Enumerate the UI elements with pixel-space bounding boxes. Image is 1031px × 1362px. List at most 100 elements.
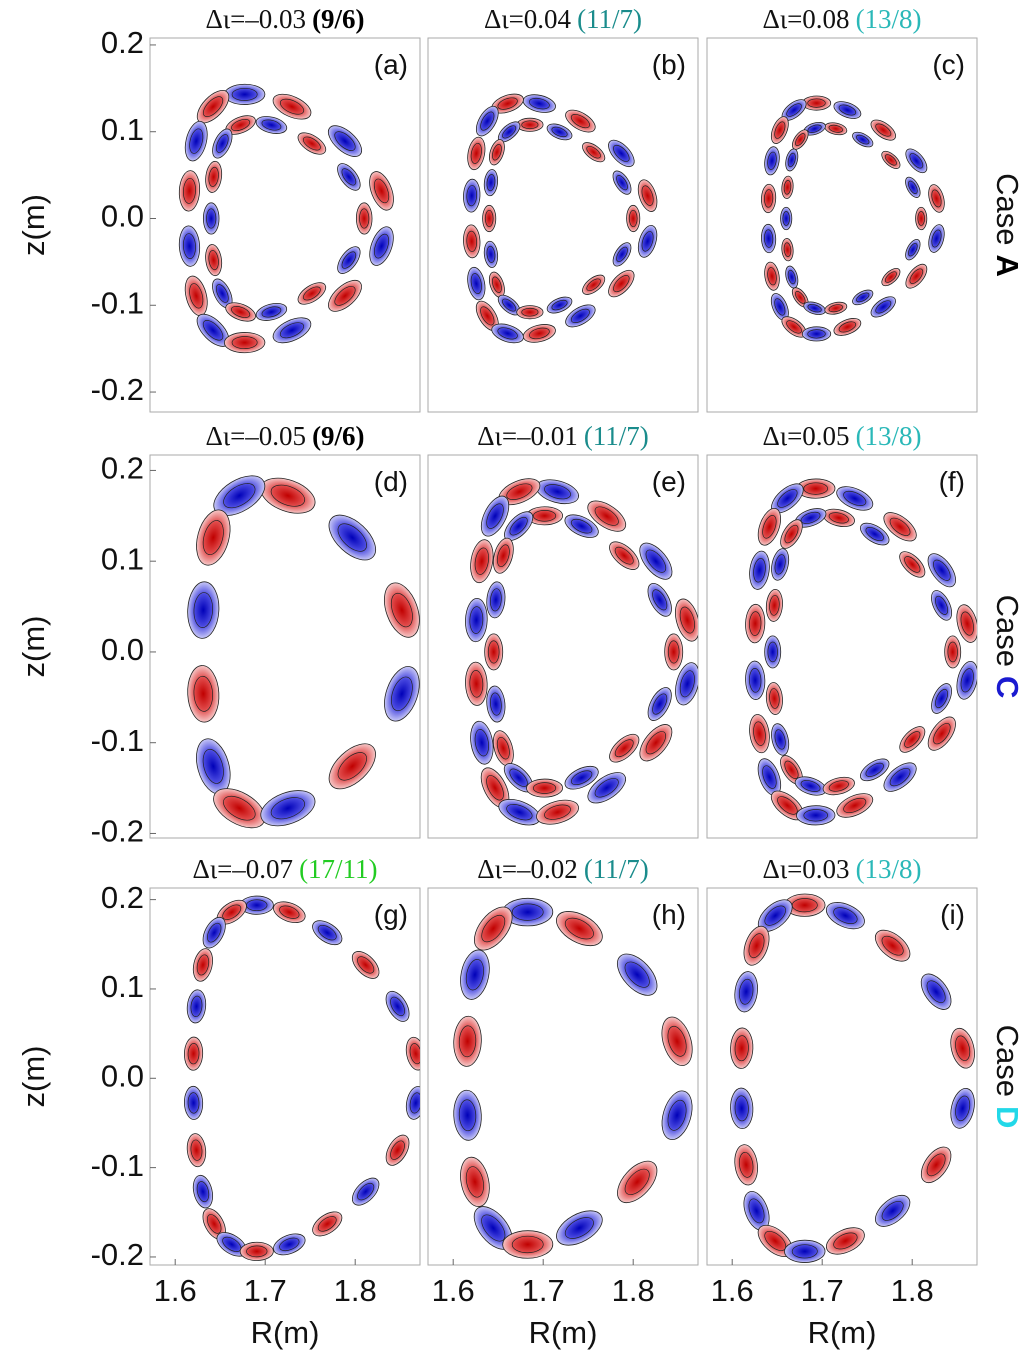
mode-lobe-contour	[551, 126, 568, 138]
panel: Δι=–0.02 (11/7)(h) 1.6 1.7 1.8 R(m)	[427, 854, 699, 1350]
mode-lobe-contour	[908, 242, 918, 257]
mode-lobe-contour	[502, 298, 517, 312]
mode-lobe	[205, 244, 223, 277]
mode-lobe-contour	[784, 524, 799, 544]
mode-lobe	[564, 514, 599, 538]
mode-lobe-contour	[334, 131, 356, 151]
mode-lobe-contour	[795, 291, 806, 304]
mode-lobe	[272, 317, 312, 344]
mode-lobe-contour	[904, 731, 921, 748]
mode-lobe	[852, 289, 874, 306]
mode-lobe	[833, 318, 862, 336]
mode-lobe	[178, 170, 201, 212]
case-letter: D	[990, 1106, 1025, 1128]
mode-lobe-contour	[270, 484, 306, 507]
mode-lobe	[883, 762, 917, 792]
mode-lobe	[486, 581, 506, 619]
mode-lobe-contour	[470, 142, 482, 164]
mode-lobe-contour	[786, 103, 802, 117]
mode-lobe-contour	[769, 595, 780, 616]
mode-lobe-contour	[782, 211, 790, 226]
mode-lobe-contour	[261, 119, 282, 131]
mode-lobe	[239, 1241, 274, 1261]
mode-lobe-contour	[803, 809, 829, 822]
mode-lobe	[784, 1239, 826, 1263]
mode-lobe-contour	[486, 245, 496, 263]
mode-lobe-contour	[474, 729, 489, 757]
y-tick-label: -0.1	[91, 285, 144, 320]
y-tick-label: -0.1	[91, 723, 144, 758]
mode-lobe-contour	[215, 284, 229, 303]
panel-label: (h)	[652, 899, 686, 930]
mode-lobe-contour	[889, 767, 911, 787]
mode-lobe-contour	[529, 97, 550, 110]
mode-lobe-contour	[509, 516, 528, 536]
mode-lobe	[463, 224, 481, 259]
mode-text: (13/8)	[856, 421, 922, 451]
mode-lobe-contour	[865, 762, 884, 777]
mode-lobe	[899, 726, 926, 753]
mode-lobe-contour	[337, 523, 367, 552]
mode-lobe	[905, 263, 928, 289]
panel-title: Δι=–0.03 (9/6)	[205, 4, 364, 34]
panel-frame	[706, 37, 978, 413]
mode-lobe-contour	[763, 189, 774, 208]
panel: Δι=–0.03 (9/6) (a) 0.2 0.1 0.0 -0.1 -0.2 z(m)	[16, 4, 421, 413]
panel: Δι=0.03 (13/8) (i) 1.6 1.7 1.8 R(m)	[706, 854, 978, 1350]
field	[178, 83, 394, 354]
mode-lobe	[927, 716, 956, 751]
mode-lobe-contour	[767, 641, 778, 663]
y-tick-label: 0.2	[101, 880, 144, 915]
mode-lobe-contour	[190, 995, 203, 1017]
mode-lobe-contour	[738, 978, 754, 1005]
panel-title: Δι=–0.01 (11/7)	[477, 421, 649, 451]
x-tick-label: 1.6	[711, 1273, 754, 1308]
mode-lobe	[480, 495, 510, 537]
mode-lobe-contour	[767, 151, 777, 170]
mode-lobe	[881, 150, 901, 169]
x-tick-label: 1.6	[154, 1273, 197, 1308]
mode-lobe	[483, 240, 499, 268]
mode-lobe-contour	[521, 120, 539, 130]
mode-lobe	[186, 989, 207, 1024]
mode-lobe-contour	[908, 180, 918, 194]
mode-lobe-contour	[734, 1035, 749, 1062]
mode-lobe-contour	[833, 1232, 858, 1250]
mode-lobe-contour	[926, 1153, 946, 1177]
mode-lobe-contour	[469, 606, 484, 634]
mode-lobe-contour	[594, 506, 619, 526]
mode-lobe-contour	[570, 518, 593, 534]
mode-lobe	[860, 758, 890, 782]
mode-lobe-contour	[231, 336, 258, 350]
mode-lobe	[453, 1015, 482, 1067]
mode-lobe-contour	[551, 299, 568, 311]
mode-lobe-contour	[193, 592, 214, 628]
mode-lobe-contour	[614, 739, 634, 758]
mode-lobe-contour	[506, 483, 533, 500]
mode-lobe	[825, 902, 865, 930]
mode-lobe	[617, 1160, 658, 1204]
mode-lobe	[852, 131, 874, 148]
mode-lobe-contour	[904, 556, 921, 573]
mode-lobe-contour	[190, 1139, 203, 1161]
y-tick-label: 0.0	[101, 632, 144, 667]
y-tick-label: 0.0	[101, 199, 144, 234]
title-text: Δι=0.08	[762, 4, 849, 34]
mode-lobe-contour	[480, 111, 495, 131]
title-text: Δι=0.03	[762, 854, 849, 884]
mode-lobe-contour	[231, 118, 251, 132]
mode-lobe	[225, 302, 256, 322]
x-tick-label: 1.7	[522, 1273, 565, 1308]
mode-lobe-contour	[807, 98, 826, 108]
mode-lobe	[761, 183, 777, 214]
mode-lobe-contour	[458, 1025, 477, 1058]
title-text: Δι=–0.05	[205, 421, 306, 451]
mode-lobe	[184, 1085, 204, 1120]
mode-lobe-contour	[196, 954, 210, 976]
mode-text: (13/8)	[856, 854, 922, 884]
mode-lobe-contour	[481, 914, 506, 943]
mode-lobe-contour	[641, 185, 654, 206]
mode-lobe	[337, 163, 361, 191]
mode-lobe-contour	[183, 177, 196, 204]
mode-lobe-contour	[645, 549, 667, 573]
